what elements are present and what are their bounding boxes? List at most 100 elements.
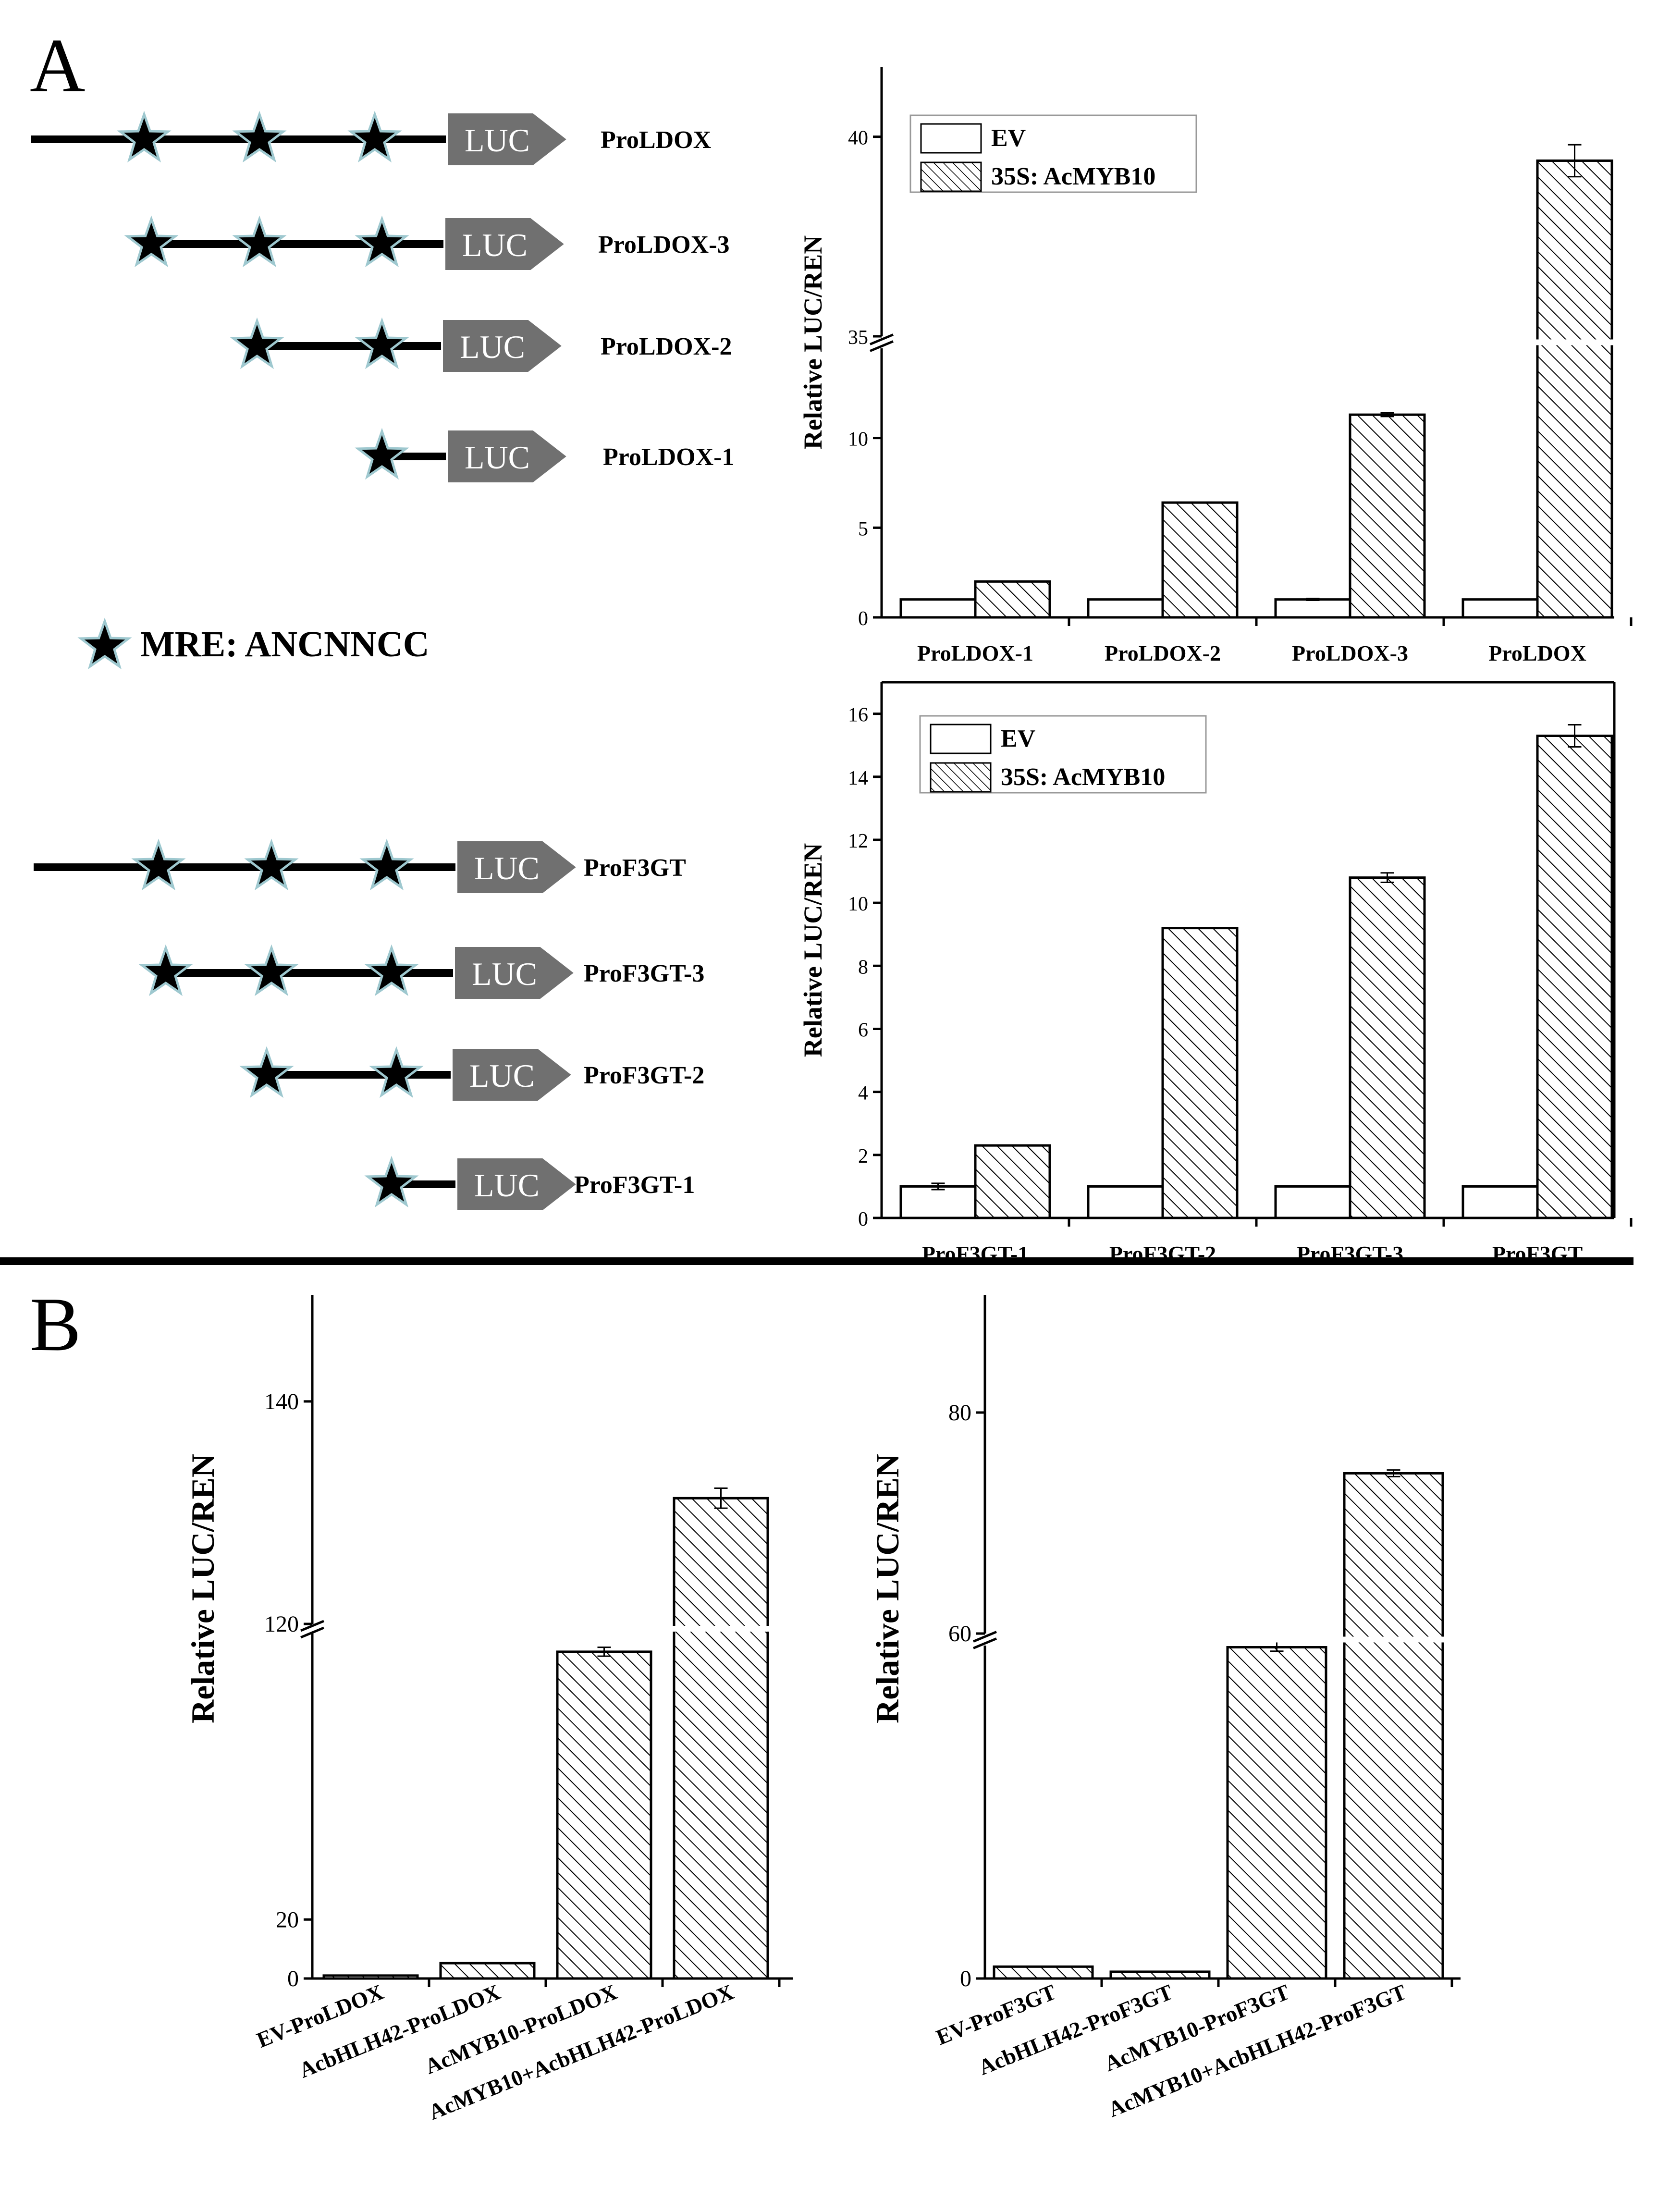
y-tick-label: 0 (858, 608, 868, 630)
luc-label: LUC (462, 227, 528, 263)
x-tick-label: ProF3GT-3 (1297, 1241, 1403, 1266)
y-tick-label: 140 (264, 1389, 299, 1414)
bar (673, 1497, 769, 1980)
luc-label: LUC (469, 1057, 535, 1094)
y-tick-label: 12 (848, 830, 868, 852)
axis-break-mark (870, 333, 894, 345)
bar (1226, 1646, 1327, 1980)
mre-star-icon (355, 215, 409, 268)
mre-star-icon (138, 944, 193, 996)
chart-ldox: ProLDOX-1 ProLDOX-2 ProLDOX-3 ProLDOX 0 5 10 35… (798, 67, 1633, 665)
legend-text: MRE: ANCNNCC (140, 624, 430, 664)
y-tick-label: 2 (858, 1145, 868, 1167)
bar (1161, 501, 1239, 619)
axis-break-mark (973, 1637, 997, 1649)
panel-label-b: B (30, 1281, 81, 1367)
luc-label: LUC (460, 329, 525, 365)
luc-box (455, 839, 579, 895)
x-tick-label: ProF3GT-1 (922, 1241, 1029, 1266)
mre-star-icon (232, 111, 287, 163)
bar (1087, 1185, 1164, 1219)
axis-break-gap (987, 1636, 1462, 1643)
x-tick-label: ProF3GT (1492, 1241, 1583, 1266)
luc-box (451, 1047, 575, 1103)
construct-label: ProLDOX (601, 126, 711, 154)
y-axis-label: Relative LUC/REN (798, 843, 827, 1057)
y-axis-label: Relative LUC/REN (184, 1454, 221, 1723)
mre-star-icon (117, 111, 172, 163)
bar (1161, 927, 1239, 1219)
luc-box (453, 945, 577, 1001)
construct-label: ProF3GT (584, 854, 686, 882)
mre-star-icon (364, 1155, 419, 1208)
mre-star-icon (369, 1046, 424, 1098)
mre-star-icon (359, 838, 414, 891)
y-tick-label: 16 (848, 704, 868, 726)
mre-star-icon (355, 317, 409, 369)
y-axis-label: Relative LUC/REN (798, 235, 827, 449)
mre-star-icon (355, 428, 409, 480)
mre-star-icon (364, 944, 419, 996)
bar (1536, 735, 1613, 1219)
y-axis-label: Relative LUC/REN (869, 1454, 906, 1723)
x-tick-label: ProLDOX-3 (1292, 641, 1408, 665)
y-tick-label: 60 (948, 1621, 971, 1647)
legend-swatch (920, 123, 982, 154)
x-tick-label: ProLDOX-1 (917, 641, 1033, 665)
y-tick-label: 0 (287, 1966, 299, 1991)
mre-star-icon (244, 838, 299, 891)
luc-box (446, 429, 570, 484)
axis-break-mark (300, 1626, 324, 1639)
mre-star-icon (239, 1046, 294, 1098)
x-tick-label: ProLDOX (1488, 641, 1586, 665)
legend-entry: EV (991, 124, 1026, 152)
luc-label: LUC (465, 122, 530, 159)
axis-break-mark (973, 1631, 997, 1643)
construct-label: ProF3GT-3 (584, 960, 704, 987)
mre-star-icon (230, 317, 284, 369)
legend-star-icon (77, 617, 132, 670)
legend-swatch (930, 762, 992, 793)
axis-break-gap (314, 1626, 795, 1632)
luc-box (443, 216, 567, 272)
legend-swatch (920, 161, 982, 192)
y-tick-label: 0 (858, 1208, 868, 1230)
construct-label: ProF3GT-2 (584, 1062, 704, 1089)
construct-label: ProLDOX-3 (598, 231, 729, 258)
bar (993, 1965, 1094, 1980)
bar (974, 1144, 1051, 1219)
y-tick-label: 4 (858, 1082, 868, 1105)
x-tick-label: AcbHLH42-ProF3GT (975, 1979, 1176, 2080)
y-tick-label: 0 (960, 1966, 971, 1991)
legend-entry: 35S: AcMYB10 (1001, 763, 1165, 791)
bar (1349, 413, 1426, 619)
y-tick-label: 10 (848, 893, 868, 915)
bar (1087, 598, 1164, 619)
axis-break-gap (884, 339, 1616, 345)
mre-star-icon (124, 215, 179, 268)
construct-label: ProLDOX-1 (603, 443, 734, 471)
y-tick-label: 80 (948, 1400, 971, 1426)
luc-label: LUC (472, 956, 537, 992)
x-tick-label: ProLDOX-2 (1105, 641, 1221, 665)
y-tick-label: 10 (848, 429, 868, 451)
legend-entry: 35S: AcMYB10 (991, 163, 1155, 190)
y-tick-label: 120 (264, 1611, 299, 1637)
chart-b-ldox: EV-ProLDOXAcbHLH42-ProLDOXAcMYB10-ProLDO… (184, 1295, 795, 2125)
bar (899, 598, 977, 619)
legend-entry: EV (1001, 725, 1035, 752)
promoter-diagram: LUC ProLDOX LUC ProLDOX-3 LUC ProLDOX-2 LUC Pro… (31, 111, 734, 1212)
x-tick-label: ProF3GT-2 (1109, 1241, 1216, 1266)
axis-break-mark (870, 340, 894, 352)
bar (1274, 598, 1351, 619)
luc-label: LUC (474, 1167, 540, 1204)
mre-star-icon (232, 215, 287, 268)
luc-box (441, 318, 565, 374)
bar (1461, 598, 1539, 619)
luc-box (455, 1156, 579, 1212)
bar (1461, 1185, 1539, 1219)
luc-label: LUC (474, 850, 540, 886)
x-tick-label: AcbHLH42-ProLDOX (295, 1979, 504, 2083)
bar (439, 1962, 536, 1980)
